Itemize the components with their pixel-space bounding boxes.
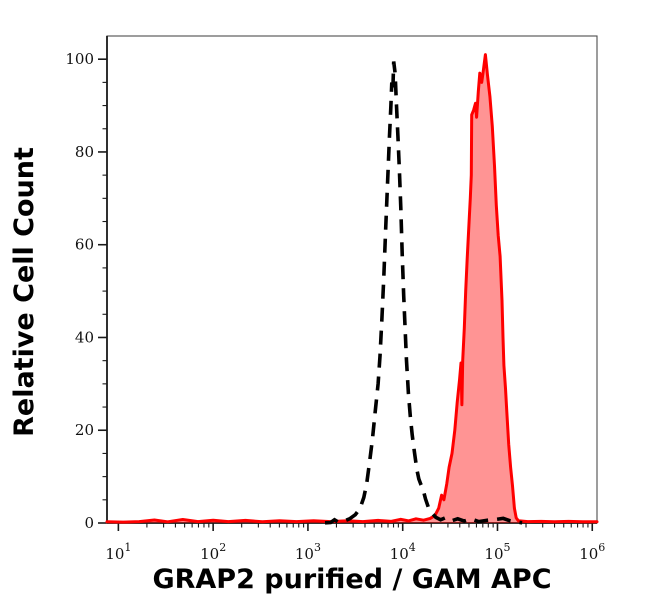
- x-tick-label: 105: [484, 541, 510, 563]
- y-tick-label: 60: [75, 236, 94, 254]
- stained-sample-fill: [107, 54, 597, 523]
- stained-sample-curve: [105, 53, 599, 524]
- y-tick-label: 80: [75, 143, 94, 161]
- x-tick-label: 102: [200, 541, 226, 563]
- histogram-curves: [105, 53, 599, 525]
- y-tick-label: 20: [75, 421, 94, 439]
- negative-control-curve: [324, 61, 523, 525]
- y-tick-label: 40: [75, 328, 94, 346]
- x-tick-label: 104: [390, 541, 416, 563]
- y-axis-title: Relative Cell Count: [9, 147, 40, 437]
- y-tick-label: 100: [65, 50, 94, 68]
- x-tick-label: 106: [579, 541, 605, 563]
- plot-border: [106, 35, 598, 524]
- x-tick-label: 103: [295, 541, 321, 563]
- y-tick-label: 0: [84, 514, 94, 532]
- axes-ticks: 0 20 40 60 80 100 101 102 103 104 105 106: [65, 50, 605, 563]
- x-axis-title: GRAP2 purified / GAM APC: [152, 564, 551, 595]
- x-tick-label: 101: [105, 541, 131, 563]
